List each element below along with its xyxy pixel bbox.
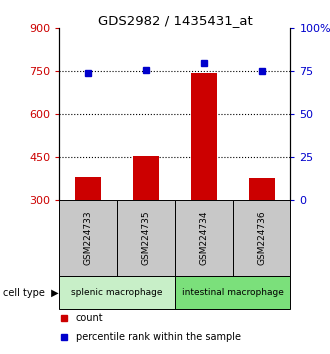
Bar — [75, 177, 101, 200]
Text: count: count — [76, 313, 103, 323]
Bar — [59, 276, 175, 309]
Text: cell type  ▶: cell type ▶ — [3, 287, 58, 298]
Bar — [233, 200, 290, 276]
Text: intestinal macrophage: intestinal macrophage — [182, 288, 283, 297]
Text: splenic macrophage: splenic macrophage — [71, 288, 163, 297]
Text: GSM224736: GSM224736 — [257, 211, 266, 266]
Text: GSM224735: GSM224735 — [142, 211, 150, 266]
Text: percentile rank within the sample: percentile rank within the sample — [76, 332, 241, 342]
Bar — [191, 73, 217, 200]
Bar — [59, 200, 117, 276]
Text: GSM224733: GSM224733 — [84, 211, 93, 266]
Title: GDS2982 / 1435431_at: GDS2982 / 1435431_at — [98, 14, 252, 27]
Bar — [117, 200, 175, 276]
Bar — [175, 200, 233, 276]
Bar — [248, 178, 275, 200]
Bar — [175, 276, 290, 309]
Text: GSM224734: GSM224734 — [199, 211, 208, 266]
Bar — [133, 156, 159, 200]
